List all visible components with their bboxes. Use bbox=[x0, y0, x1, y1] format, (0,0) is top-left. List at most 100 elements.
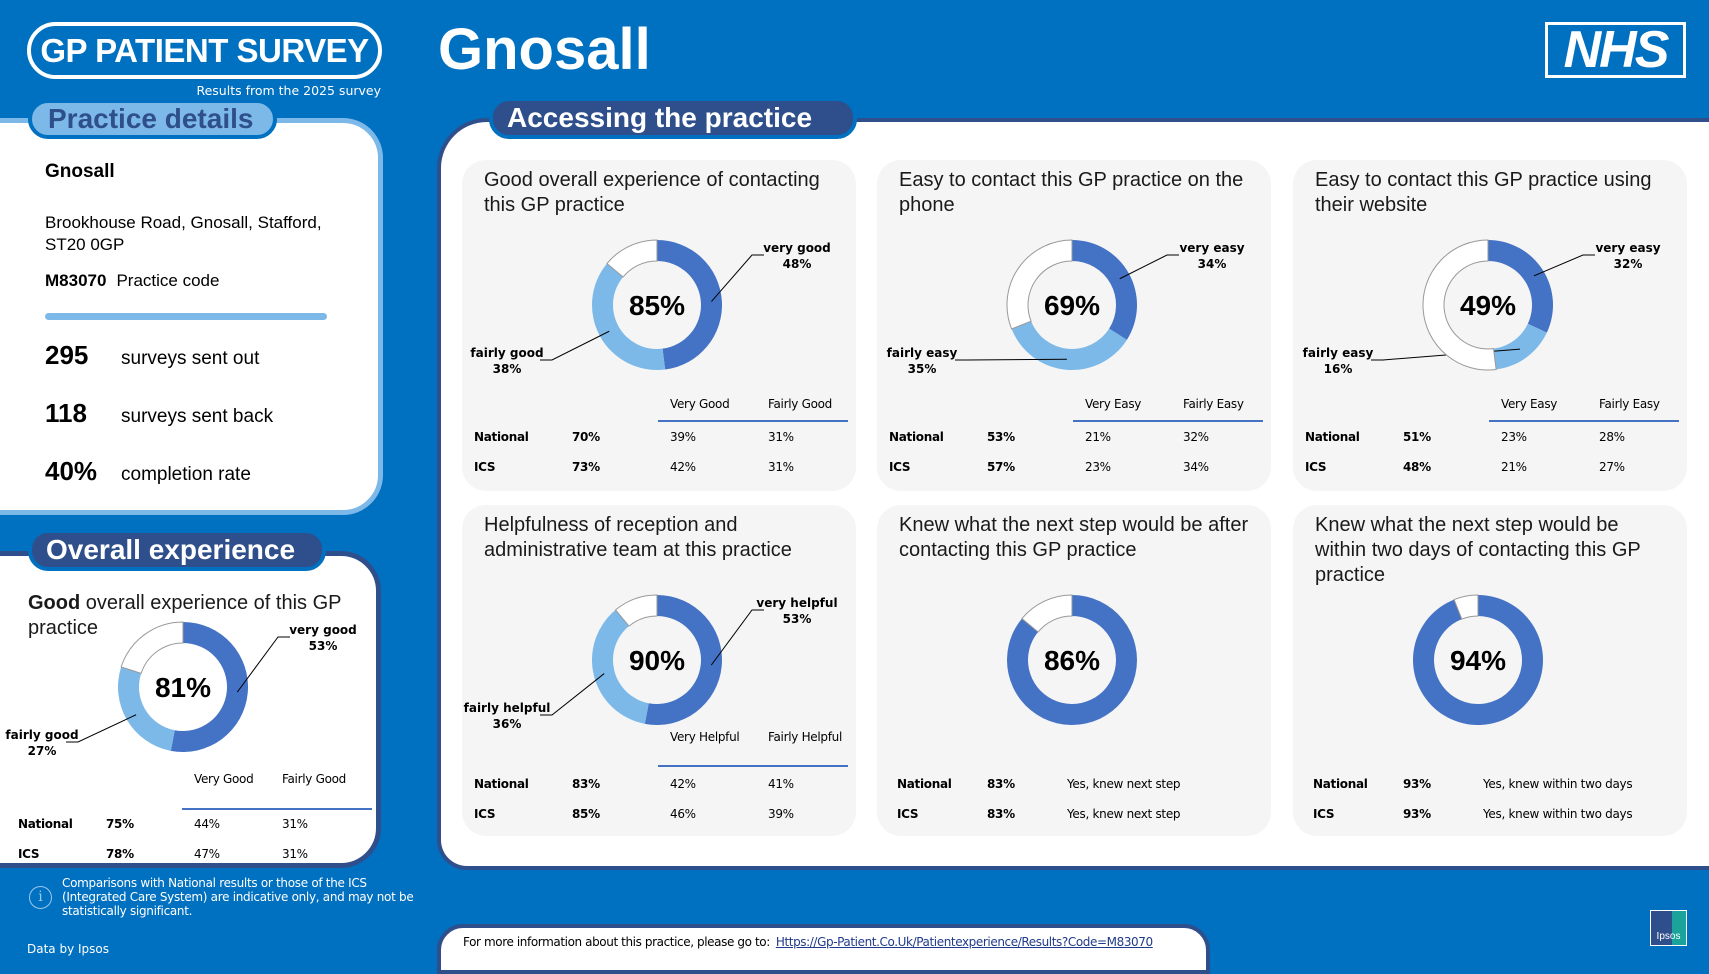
donut-remainder bbox=[1453, 594, 1479, 620]
row-label: ICS bbox=[889, 460, 911, 474]
segment-label: fairly good bbox=[470, 346, 543, 360]
leader-line bbox=[710, 609, 764, 666]
row-total: 83% bbox=[572, 777, 600, 791]
column-header: Very Easy bbox=[1501, 397, 1558, 411]
column-header: Fairly Easy bbox=[1183, 397, 1244, 411]
donut-segment-fairly bbox=[592, 263, 666, 370]
practice-name: Gnosall bbox=[45, 161, 115, 182]
segment-label: fairly helpful bbox=[464, 701, 551, 715]
column-header: Fairly Helpful bbox=[768, 730, 842, 744]
stat-value: 295 bbox=[45, 340, 89, 370]
donut-remainder bbox=[1422, 239, 1497, 371]
header-underline bbox=[182, 808, 372, 810]
donut-total: 86% bbox=[1044, 645, 1100, 676]
row-value: Yes, knew next step bbox=[1067, 807, 1181, 821]
row-total: 70% bbox=[572, 430, 600, 444]
info-icon: i bbox=[29, 886, 52, 909]
donut-remainder bbox=[1021, 594, 1073, 633]
column-header: Very Good bbox=[194, 772, 254, 786]
donut-segment-very bbox=[657, 240, 722, 370]
donut-chart: very easy 32% fairly easy 16% 49% bbox=[1303, 239, 1661, 376]
row-total: 78% bbox=[106, 847, 134, 861]
row-label: ICS bbox=[18, 847, 40, 861]
segment-value: 27% bbox=[28, 744, 57, 758]
row-label: ICS bbox=[1305, 460, 1327, 474]
row-total: 48% bbox=[1403, 460, 1431, 474]
practice-code-label: Practice code bbox=[116, 271, 220, 290]
donut-segment-very bbox=[1072, 240, 1137, 340]
row-value: 34% bbox=[1183, 460, 1209, 474]
row-total: 83% bbox=[987, 777, 1015, 791]
donut-segment-fairly bbox=[592, 609, 649, 724]
segment-label: very helpful bbox=[756, 596, 837, 610]
leader-line bbox=[540, 330, 610, 361]
row-label: National bbox=[474, 430, 529, 444]
donut-chart: very helpful 53% fairly helpful 36% 90% bbox=[464, 594, 838, 731]
metric-card: Knew what the next step would be after c… bbox=[877, 505, 1271, 836]
row-label: ICS bbox=[474, 807, 496, 821]
divider bbox=[45, 313, 327, 320]
comparison-note: Comparisons with National results or tho… bbox=[62, 876, 414, 918]
row-value: 28% bbox=[1599, 430, 1625, 444]
row-total: 85% bbox=[572, 807, 600, 821]
row-value: 32% bbox=[1183, 430, 1209, 444]
stat-value: 118 bbox=[45, 398, 87, 428]
row-value: 31% bbox=[282, 817, 308, 831]
stat-surveys-sent-back: 118 surveys sent back bbox=[45, 398, 273, 429]
stat-surveys-sent-out: 295 surveys sent out bbox=[45, 340, 259, 371]
metric-card: Helpfulness of reception and administrat… bbox=[462, 505, 856, 836]
practice-details-heading: Practice details bbox=[28, 99, 277, 139]
segment-value: 35% bbox=[908, 362, 937, 376]
practice-results-link[interactable]: Https://Gp-Patient.Co.Uk/Patientexperien… bbox=[775, 935, 1153, 949]
row-label: National bbox=[18, 817, 73, 831]
donut-remainder bbox=[120, 621, 184, 675]
column-header: Fairly Easy bbox=[1599, 397, 1660, 411]
column-header: Fairly Good bbox=[768, 397, 832, 411]
row-value: 27% bbox=[1599, 460, 1625, 474]
donut-total: 81% bbox=[155, 672, 211, 703]
card-title: Knew what the next step would be within … bbox=[1315, 514, 1641, 586]
row-total: 75% bbox=[106, 817, 134, 831]
accessing-practice-heading: Accessing the practice bbox=[489, 97, 857, 139]
row-value: 46% bbox=[670, 807, 696, 821]
segment-value: 53% bbox=[783, 612, 812, 626]
row-total: 73% bbox=[572, 460, 600, 474]
row-total: 93% bbox=[1403, 777, 1431, 791]
metric-card: Easy to contact this GP practice on the … bbox=[877, 160, 1271, 491]
stat-label: surveys sent back bbox=[121, 406, 274, 427]
header-underline bbox=[658, 765, 848, 767]
donut-chart: very good 53% fairly good 27% 81% bbox=[5, 621, 357, 758]
row-label: National bbox=[897, 777, 952, 791]
stat-value: 40% bbox=[45, 456, 98, 486]
donut-chart: 94% bbox=[1413, 594, 1543, 725]
donut-chart: 86% bbox=[1007, 594, 1137, 725]
segment-value: 34% bbox=[1198, 257, 1227, 271]
row-label: ICS bbox=[1313, 807, 1335, 821]
row-value: Yes, knew within two days bbox=[1483, 807, 1633, 821]
row-value: 31% bbox=[768, 460, 794, 474]
donut-segment-fairly bbox=[1493, 323, 1547, 370]
row-total: 83% bbox=[987, 807, 1015, 821]
segment-value: 53% bbox=[309, 639, 338, 653]
donut-chart: very good 48% fairly good 38% 85% bbox=[470, 239, 831, 376]
row-value: 39% bbox=[768, 807, 794, 821]
metric-card: Knew what the next step would be within … bbox=[1293, 505, 1687, 836]
ipsos-logo: Ipsos bbox=[1650, 910, 1687, 946]
row-total: 53% bbox=[987, 430, 1015, 444]
donut-chart: very easy 34% fairly easy 35% 69% bbox=[887, 239, 1245, 376]
card-title: Good overall experience of this GP pract… bbox=[28, 591, 348, 641]
segment-label: fairly easy bbox=[1303, 346, 1374, 360]
metric-card: Easy to contact this GP practice using t… bbox=[1293, 160, 1687, 491]
gp-patient-survey-logo: GP PATIENT SURVEY bbox=[27, 22, 382, 79]
data-by-ipsos: Data by Ipsos bbox=[27, 942, 110, 956]
column-header: Very Good bbox=[670, 397, 730, 411]
leader-line bbox=[1119, 254, 1179, 280]
segment-value: 36% bbox=[493, 717, 522, 731]
row-value: 44% bbox=[194, 817, 220, 831]
overall-experience-chart: Good overall experience of this GP pract… bbox=[0, 551, 380, 868]
donut-remainder bbox=[606, 239, 658, 278]
row-label: National bbox=[1313, 777, 1368, 791]
page-title: Gnosall bbox=[438, 17, 651, 82]
nhs-logo: NHS bbox=[1545, 22, 1686, 78]
donut-total: 85% bbox=[629, 290, 685, 321]
